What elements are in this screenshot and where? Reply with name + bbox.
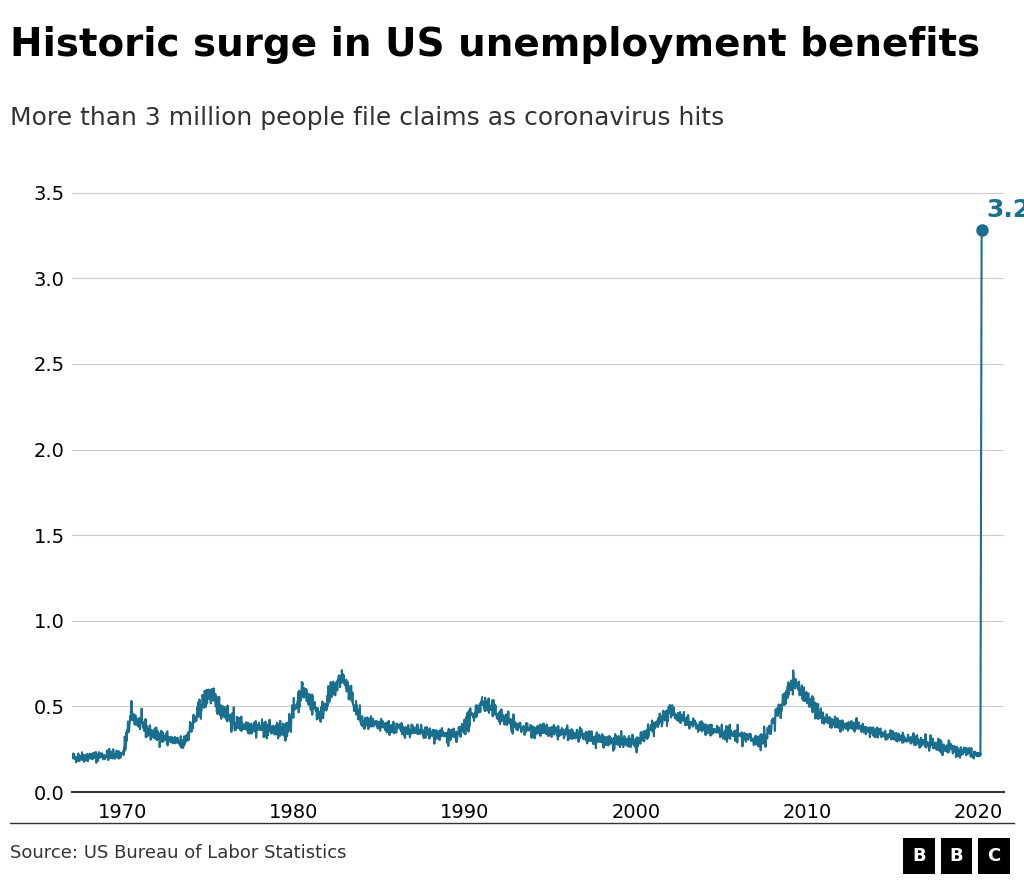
Text: C: C: [987, 847, 1000, 865]
Text: B: B: [912, 847, 926, 865]
Text: 3.28m: 3.28m: [987, 198, 1024, 222]
Text: More than 3 million people file claims as coronavirus hits: More than 3 million people file claims a…: [10, 106, 725, 129]
FancyBboxPatch shape: [940, 838, 973, 874]
Text: Historic surge in US unemployment benefits: Historic surge in US unemployment benefi…: [10, 26, 980, 64]
Text: B: B: [949, 847, 964, 865]
FancyBboxPatch shape: [903, 838, 935, 874]
Text: Source: US Bureau of Labor Statistics: Source: US Bureau of Labor Statistics: [10, 845, 347, 862]
FancyBboxPatch shape: [978, 838, 1010, 874]
